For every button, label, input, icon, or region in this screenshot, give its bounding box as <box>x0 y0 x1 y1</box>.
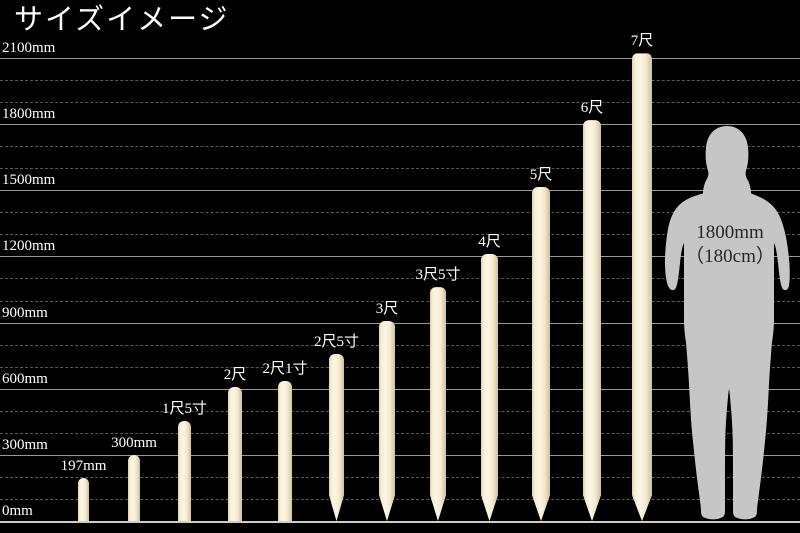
gridline-major <box>0 454 800 456</box>
gridline-minor <box>0 146 800 148</box>
gridline-minor <box>0 432 800 434</box>
stake-bar <box>178 420 191 521</box>
gridline-minor <box>0 212 800 214</box>
person-height-label: 1800mm （180cm） <box>680 221 780 269</box>
stake-bar <box>583 120 601 521</box>
gridline-major <box>0 322 800 324</box>
gridline-minor <box>0 80 800 82</box>
y-axis-tick-label: 1200mm <box>2 238 56 255</box>
bar-label: 300mm <box>111 434 157 451</box>
stake-bar <box>632 53 652 521</box>
bar-label: 2尺 <box>223 367 247 384</box>
gridline-minor <box>0 366 800 368</box>
stake-bar <box>278 380 292 521</box>
gridline-major <box>0 388 800 390</box>
stake-bar <box>228 387 242 521</box>
gridline-major <box>0 256 800 258</box>
stake-bar <box>430 287 446 521</box>
gridline-minor <box>0 344 800 346</box>
bar-label: 6尺 <box>580 100 604 117</box>
person-height-mm: 1800mm <box>696 222 764 244</box>
gridline-major <box>0 124 800 126</box>
bar-label: 1尺5寸 <box>161 400 207 417</box>
bar-label: 2尺1寸 <box>262 360 308 377</box>
stake-bar <box>379 320 395 521</box>
y-axis-tick-label: 0mm <box>2 503 33 519</box>
y-axis-tick-label: 1800mm <box>2 106 56 123</box>
stake-bar <box>78 477 89 521</box>
bar-label: 3尺5寸 <box>415 267 461 284</box>
y-axis-tick-label: 600mm <box>2 370 48 387</box>
stake-bar <box>329 353 344 521</box>
stake-bar <box>532 186 550 521</box>
y-axis-tick-label: 900mm <box>2 304 48 321</box>
gridline-minor <box>0 234 800 236</box>
gridline-major <box>0 58 800 59</box>
gridline-major <box>0 190 800 192</box>
gridline-minor <box>0 102 800 104</box>
bar-label: 2尺5寸 <box>313 333 359 350</box>
gridline-minor <box>0 168 800 170</box>
bar-label: 5尺 <box>529 166 553 183</box>
person-silhouette <box>665 124 790 521</box>
page-title: サイズイメージ <box>14 4 230 36</box>
person-height-cm: （180cm） <box>685 246 775 268</box>
gridline-minor <box>0 410 800 412</box>
y-axis-tick-label: 1500mm <box>2 172 56 189</box>
stake-bar <box>128 454 140 521</box>
bar-label: 7尺 <box>630 33 654 50</box>
baseline-axis <box>0 521 800 523</box>
bar-label: 3尺 <box>375 300 399 317</box>
gridline-minor <box>0 278 800 280</box>
gridline-minor <box>0 300 800 302</box>
bar-label: 4尺 <box>478 233 501 250</box>
y-axis-tick-label: 2100mm <box>2 40 56 56</box>
gridline-minor <box>0 476 800 478</box>
bar-label: 197mm <box>60 457 107 474</box>
stake-bar <box>481 253 498 521</box>
gridline-minor <box>0 498 800 500</box>
y-axis-tick-label: 300mm <box>2 436 48 453</box>
